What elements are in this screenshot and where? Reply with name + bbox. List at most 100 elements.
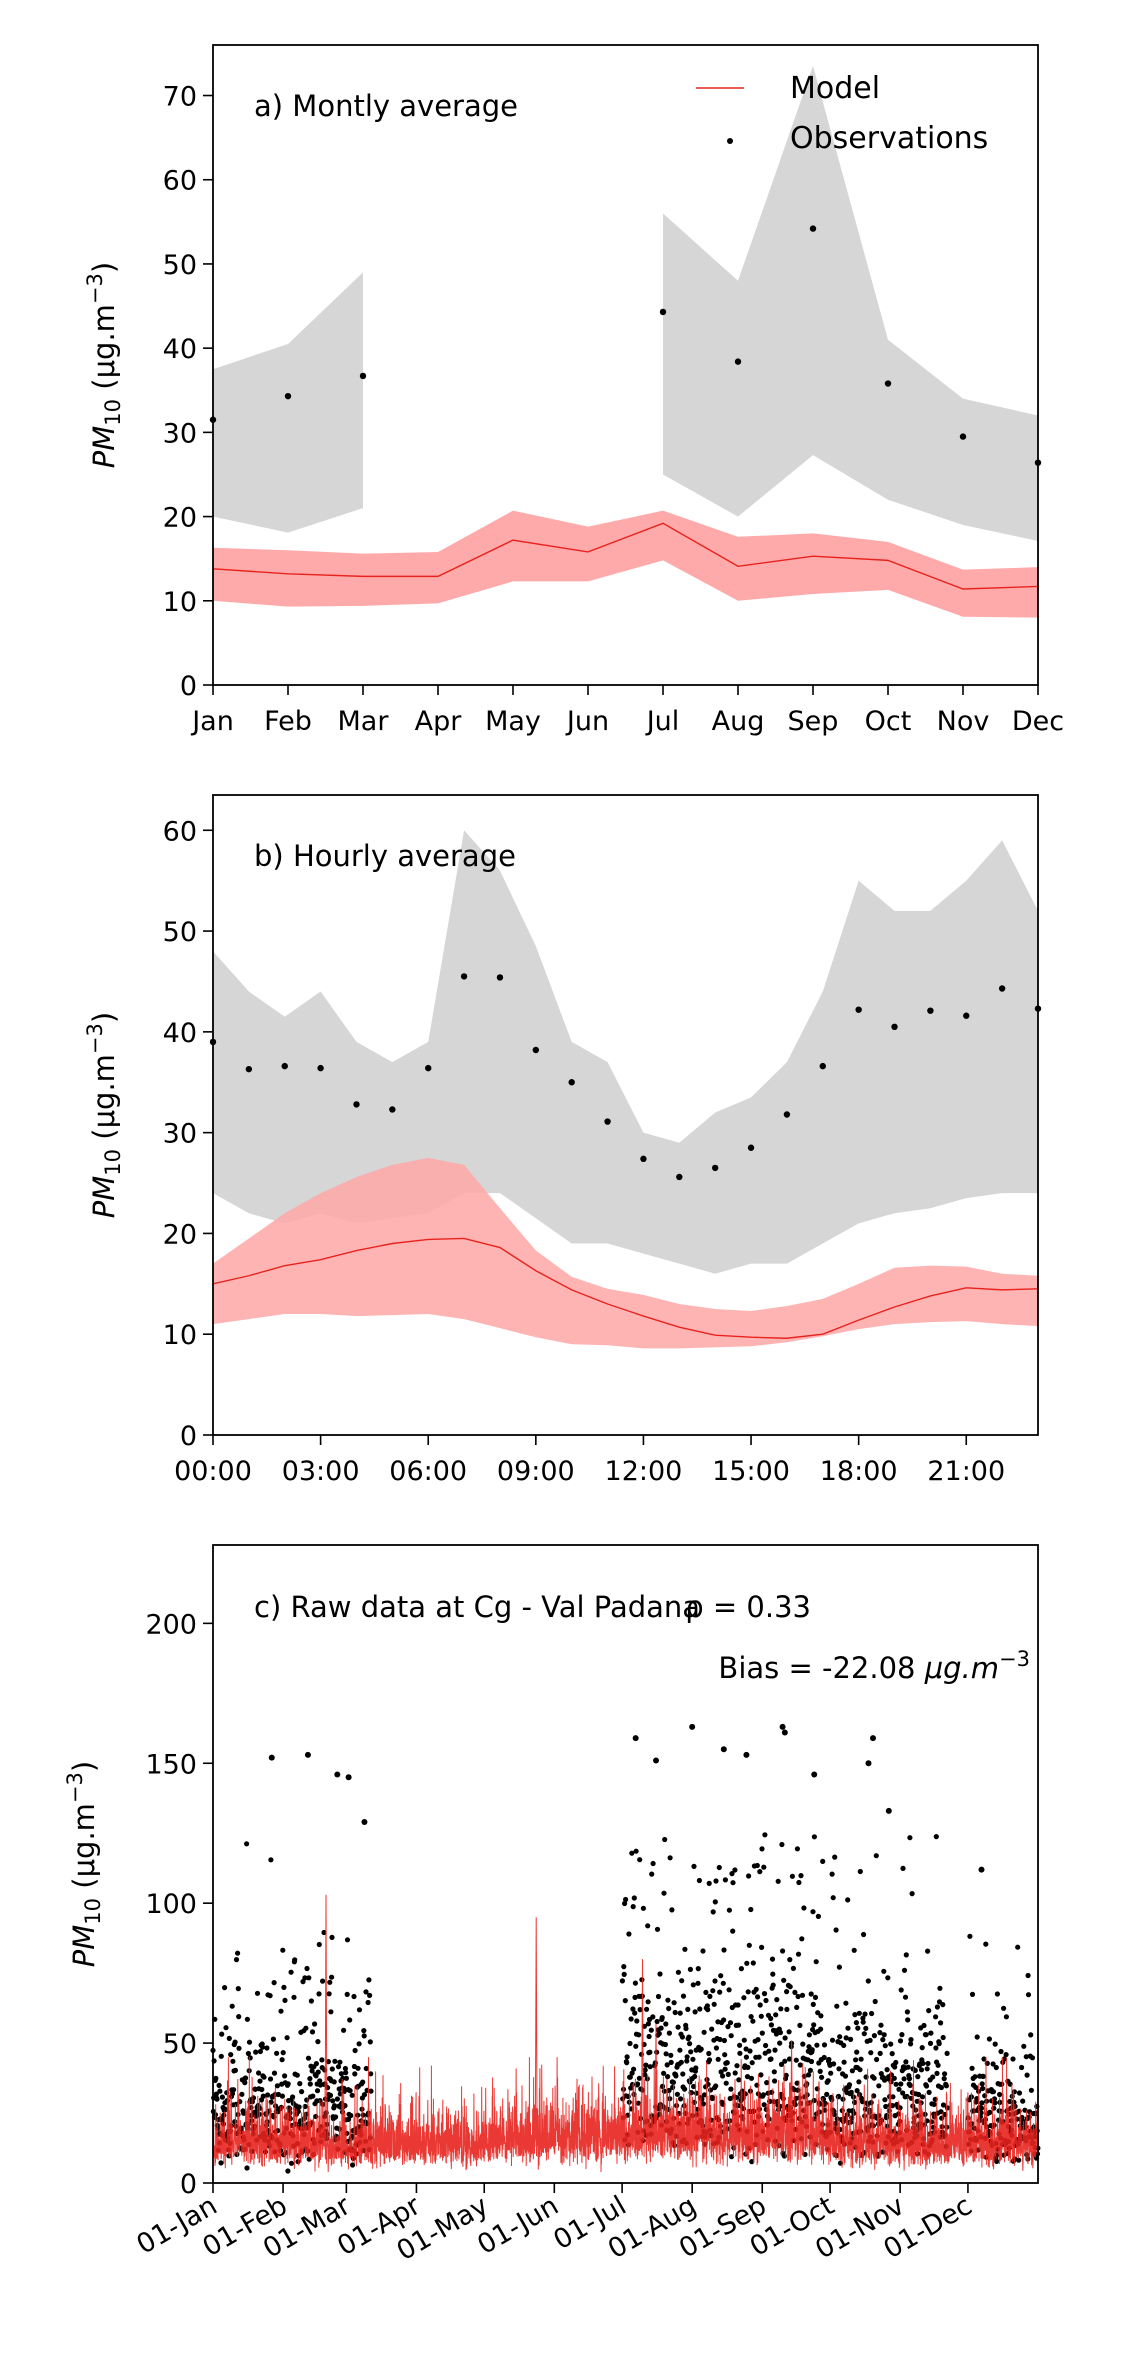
c-observation-point [627,2040,633,2047]
c-observation-point [806,2032,813,2038]
c-correlation-annotation: ρ = 0.33 [685,1590,811,1624]
c-observation-point [282,1997,288,2003]
c-observation-point [938,2084,945,2091]
c-observation-point [645,2021,652,2027]
c-observation-point [1001,2005,1007,2011]
c-observation-point [742,2091,748,2097]
c-observation-point [673,2073,679,2079]
c-observation-point [361,2092,368,2098]
c-observation-point [216,2082,222,2088]
c-observation-point [969,1991,976,1997]
c-observation-point [848,2119,854,2125]
a-observation-point-nov [959,433,967,440]
c-observation-point [876,2083,882,2089]
c-observation-point [715,2056,721,2062]
c-observation-point [943,2083,950,2089]
c-observation-point [916,2091,922,2098]
c-y-axis-label: PM10 (μg.m−3) [63,1761,105,1967]
c-observation-point [666,2030,673,2036]
c-observation-peak-point [361,1819,368,1826]
c-observation-point [782,2035,788,2041]
c-observation-point [790,1965,797,1971]
c-y-tick-label-200: 200 [145,1609,197,1640]
c-observation-point [769,2089,775,2095]
c-observation-point [717,2036,723,2043]
b-observation-point-h19 [891,1023,898,1031]
c-observation-point [288,1969,294,1975]
c-observation-point [270,2036,276,2042]
c-observation-point [259,2044,266,2050]
c-observation-point [257,2078,263,2084]
c-observation-point [330,2098,336,2104]
c-observation-point [732,1867,738,1873]
legend-observations-label: Observations [790,121,988,156]
c-observation-point [716,1864,722,1871]
c-observation-point [825,2078,831,2084]
c-observation-point [642,2067,648,2073]
c-y-tick-label-100: 100 [145,1889,197,1920]
c-observation-point [923,2032,929,2038]
a-x-tick-label-nov: Nov [937,706,990,737]
c-observation-point [933,2045,939,2051]
c-observation-point [268,1857,274,1863]
c-observation-point [637,1857,643,1863]
c-observation-point [845,2025,851,2031]
c-observation-point [219,2094,225,2100]
c-observation-point [794,2080,800,2086]
c-observation-point [305,2055,312,2061]
c-observation-point [366,1977,372,1983]
c-observation-point [794,1846,801,1852]
c-observation-point [303,2025,309,2031]
c-observation-point [748,2075,755,2081]
c-observation-point [690,2056,696,2062]
c-observation-point [655,1993,662,2000]
c-observation-point [352,2047,358,2054]
c-observation-point [278,2104,284,2110]
c-observation-point [327,1979,333,1985]
c-observation-point [1024,2072,1030,2078]
c-observation-point [299,2089,305,2095]
c-observation-point [226,2035,232,2041]
c-observation-point [763,2042,769,2049]
c-observation-point [973,2084,979,2090]
c-observation-point [717,1989,723,1995]
c-observation-point [661,2070,667,2076]
c-observation-point [363,2065,369,2072]
c-y-tick-label-50: 50 [163,2029,197,2060]
c-observation-point [290,2094,296,2100]
c-observation-point [737,2050,743,2056]
c-observation-point [217,2088,223,2094]
c-bias-annotation: Bias = -22.08 μg.m−3 [718,1647,1030,1685]
c-observation-point [727,2095,733,2102]
c-observation-point [725,2071,731,2077]
c-observation-point [284,2035,290,2041]
c-observation-point [806,2072,812,2078]
c-observation-point [295,2108,301,2115]
b-x-tick-label-21: 21:00 [927,1456,1005,1487]
c-observation-point [884,2112,890,2119]
c-observation-point [621,1964,627,1970]
c-observation-point [677,2010,683,2016]
c-observation-point [712,1978,718,1984]
c-observation-point [854,2088,860,2094]
c-observation-point [766,2048,772,2054]
c-observation-point [940,2034,946,2041]
c-observation-point [763,1997,769,2004]
c-observation-point [622,1900,628,1907]
c-observation-point [872,1998,878,2005]
c-observation-point [787,1957,793,1963]
c-observation-point [892,2064,898,2070]
c-observation-point [625,2093,631,2100]
b-x-tick-label-3: 03:00 [282,1456,360,1487]
c-observation-point [650,1860,656,1867]
c-observation-point [671,2000,677,2006]
c-observation-point [317,2078,323,2084]
c-observation-point [315,2039,321,2045]
a-y-tick-label-50: 50 [163,250,197,281]
a-y-tick-label-70: 70 [163,82,197,113]
c-observation-point [735,2002,741,2008]
c-observation-point [267,1993,273,1999]
c-observation-point [883,2103,889,2110]
c-y-tick-label-0: 0 [180,2169,197,2200]
b-observation-point-h21 [963,1012,970,1019]
